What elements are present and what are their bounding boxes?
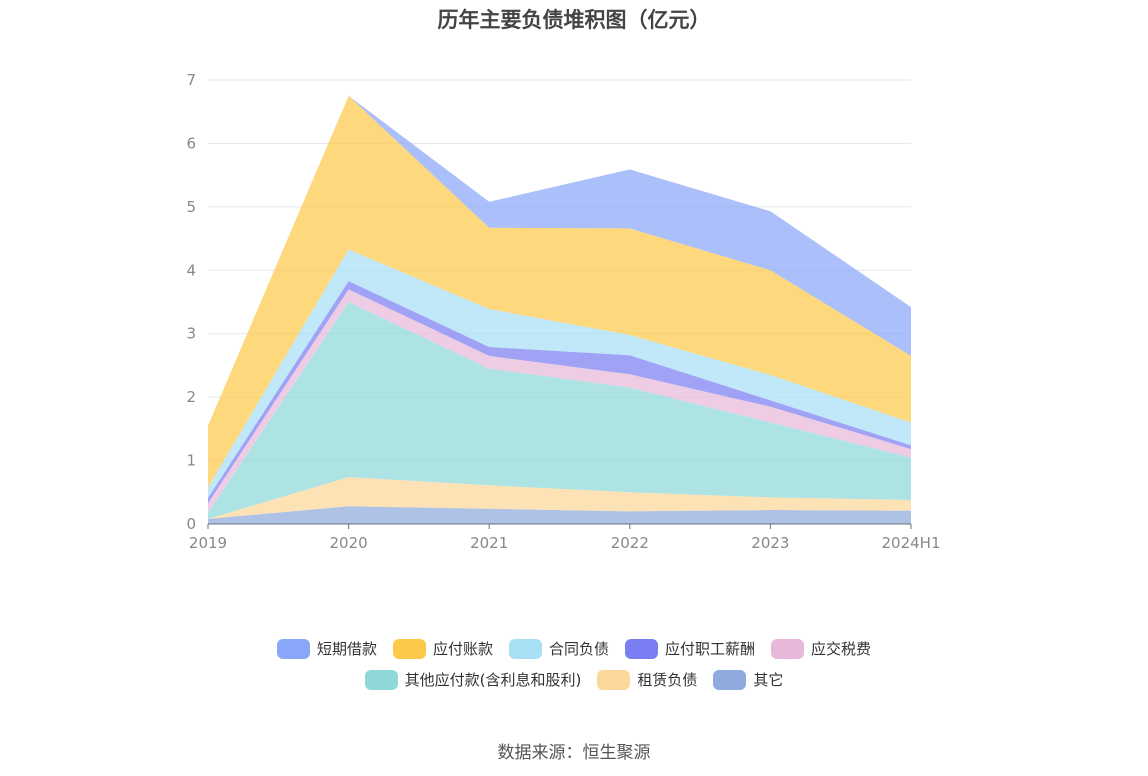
- chart-title: 历年主要负债堆积图（亿元）: [437, 8, 711, 32]
- y-tick-label: 0: [186, 515, 196, 533]
- y-tick-label: 3: [186, 325, 196, 343]
- legend: 短期借款 应付账款 合同负债 应付职工薪酬 应交税费 其他应付款(含利息和股利) 租赁负债其…: [0, 638, 1148, 700]
- legend-label: 租赁负债: [637, 671, 698, 689]
- x-tick-label: 2019: [189, 534, 227, 552]
- legend-label: 应交税费: [811, 640, 872, 658]
- legend-item[interactable]: 应付职工薪酬: [625, 638, 755, 659]
- legend-label: 其他应付款(含利息和股利): [404, 671, 582, 689]
- legend-item[interactable]: 其它: [713, 669, 783, 690]
- legend-label: 应付账款: [432, 640, 493, 658]
- legend-item[interactable]: 其他应付款(含利息和股利): [364, 669, 582, 690]
- area-series-短期借款[interactable]: [208, 95, 911, 426]
- legend-swatch: [508, 638, 542, 659]
- chart-plot: 0 1 2 3 4 5 6 7 2019 2020 2021 2022 2023 2024H1: [186, 71, 940, 552]
- x-tick-label: 2021: [470, 534, 508, 552]
- x-tick-label: 2020: [330, 534, 368, 552]
- legend-label: 应付职工薪酬: [665, 640, 756, 658]
- legend-row: 其他应付款(含利息和股利) 租赁负债 其它: [0, 669, 1148, 690]
- legend-row: 短期借款 应付账款 合同负债 应付职工薪酬 应交税费: [0, 638, 1148, 659]
- legend-swatch: [276, 638, 310, 659]
- area-series-其它[interactable]: [208, 506, 911, 524]
- source-note: 数据来源：恒生聚源: [497, 743, 651, 763]
- y-tick-label: 2: [186, 388, 196, 406]
- legend-swatch: [392, 638, 426, 659]
- y-tick-label: 6: [186, 134, 196, 152]
- legend-item[interactable]: 租赁负债: [597, 669, 697, 690]
- area-series-租赁负债[interactable]: [208, 477, 911, 519]
- area-series-应付账款[interactable]: [208, 95, 911, 488]
- legend-swatch: [364, 669, 398, 690]
- legend-label: 短期借款: [316, 640, 377, 658]
- legend-item[interactable]: 短期借款: [276, 638, 377, 659]
- legend-item[interactable]: 应付账款: [392, 638, 493, 659]
- y-tick-label: 1: [186, 452, 196, 470]
- legend-item[interactable]: 应交税费: [771, 638, 871, 659]
- legend-swatch: [625, 638, 658, 659]
- legend-item[interactable]: 合同负债: [508, 638, 609, 659]
- axis-layer: 0 1 2 3 4 5 6 7 2019 2020 2021 2022 2023 2024H1: [186, 71, 940, 552]
- legend-label: 合同负债: [548, 640, 609, 658]
- y-tick-label: 5: [186, 198, 196, 216]
- x-tick-label: 2022: [611, 534, 649, 552]
- y-tick-label: 7: [186, 71, 196, 89]
- legend-swatch: [713, 669, 747, 690]
- legend-swatch: [597, 669, 631, 690]
- legend-swatch: [771, 638, 805, 659]
- x-tick-label: 2023: [751, 534, 789, 552]
- y-tick-label: 4: [186, 261, 196, 279]
- area-layer: [208, 95, 911, 524]
- area-series-其他应付款(含利息和股利)[interactable]: [208, 302, 911, 519]
- legend-label: 其它: [753, 671, 784, 689]
- x-tick-label: 2024H1: [882, 534, 941, 552]
